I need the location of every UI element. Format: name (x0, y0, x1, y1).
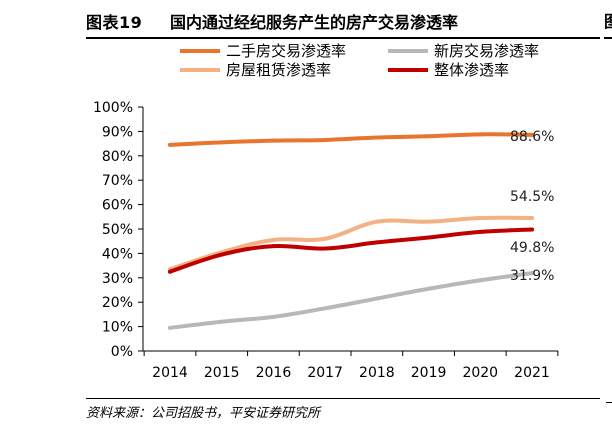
y-tick-label: 40% (102, 246, 133, 262)
x-tick-label: 2021 (514, 365, 550, 381)
series-3-point (374, 240, 379, 245)
chart-data-labels: 88.6% 31.9% 54.5% 49.8% (510, 129, 554, 284)
series-1-point (271, 314, 276, 319)
y-tick-label: 0% (111, 344, 133, 360)
data-label-end-0: 88.6% (510, 129, 554, 145)
legend-label-3: 整体渗透率 (434, 61, 509, 79)
x-tick-label: 2015 (204, 365, 240, 381)
series-3-point (168, 269, 172, 274)
data-label-end-1: 31.9% (510, 268, 554, 284)
series-0-point (374, 135, 379, 140)
x-tick-label: 2017 (307, 365, 343, 381)
series-0-point (271, 138, 276, 143)
series-1-point (219, 319, 224, 324)
adjacent-source-fragment (606, 398, 612, 412)
series-2-point (426, 219, 431, 224)
x-tick-label: 2014 (152, 365, 188, 381)
legend-label-2: 房屋租赁渗透率 (226, 61, 331, 79)
series-3-point (323, 246, 328, 251)
data-label-end-2: 54.5% (510, 189, 554, 205)
series-3-point (478, 229, 483, 234)
x-tick-label: 2020 (462, 365, 498, 381)
series-0-point (478, 132, 483, 137)
figure-title: 国内通过经纪服务产生的房产交易渗透率 (170, 13, 459, 32)
series-0-point (168, 142, 172, 147)
source-note: 资料来源：公司招股书，平安证券研究所 (86, 406, 321, 421)
data-label-end-3: 49.8% (510, 240, 554, 256)
chart-axes: 0% 10% 20% 30% 40% 50% 60% 70% 80% 90% 100% 2014 201… (93, 100, 559, 381)
adjacent-figure-fragment: 图 (604, 8, 612, 32)
y-tick-label: 20% (102, 295, 133, 311)
y-tick-label: 70% (102, 173, 133, 189)
figure-label: 图表19 (86, 13, 143, 32)
series-1-point (530, 271, 534, 276)
series-2-point (374, 219, 379, 224)
series-1-point (168, 325, 172, 330)
series-2-point (530, 216, 534, 221)
y-tick-label: 80% (102, 149, 133, 165)
y-tick-label: 90% (102, 124, 133, 140)
y-tick-label: 100% (93, 100, 133, 116)
y-tick-label: 50% (102, 222, 133, 238)
chart-series (168, 132, 534, 330)
x-tick-label: 2018 (359, 365, 395, 381)
series-1-point (323, 306, 328, 311)
title-underline (86, 37, 600, 39)
legend-label-1: 新房交易渗透率 (434, 42, 539, 60)
series-1-point (478, 278, 483, 283)
series-3-point (271, 244, 276, 249)
series-3-point (426, 235, 431, 240)
series-line-2 (168, 215, 534, 272)
series-1-point (426, 286, 431, 291)
series-3-point (530, 227, 534, 232)
series-1-point (374, 296, 379, 301)
series-0-point (530, 132, 534, 137)
series-line-1 (168, 271, 534, 330)
series-0-point (426, 134, 431, 139)
adjacent-figure-rule (604, 37, 612, 39)
series-line-0 (168, 132, 534, 147)
series-line-3 (168, 227, 534, 274)
y-tick-label: 30% (102, 271, 133, 287)
series-2-point (478, 216, 483, 221)
series-0-point (323, 137, 328, 142)
x-tick-label: 2019 (411, 365, 447, 381)
x-tick-label: 2016 (256, 365, 292, 381)
series-0-point (219, 140, 224, 145)
figure-title-bar: 图表19 国内通过经纪服务产生的房产交易渗透率 (86, 8, 600, 39)
source-divider (86, 398, 600, 399)
y-tick-label: 60% (102, 198, 133, 214)
legend-label-0: 二手房交易渗透率 (226, 42, 346, 60)
y-tick-label: 10% (102, 320, 133, 336)
series-3-point (219, 252, 224, 257)
series-2-point (323, 236, 328, 241)
series-2-point (271, 237, 276, 242)
